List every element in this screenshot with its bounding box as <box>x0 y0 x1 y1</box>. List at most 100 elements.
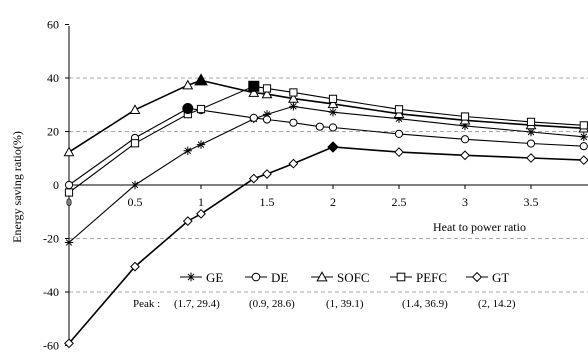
peak-diamond-marker <box>327 141 339 153</box>
diamond-marker <box>262 169 272 179</box>
asterisk-marker <box>130 180 140 190</box>
x-tick-label: 1.5 <box>260 195 275 209</box>
legend-item-gt: GT <box>466 270 509 285</box>
asterisk-marker <box>394 114 404 123</box>
legend-item-pefc: PEFC <box>390 270 447 285</box>
x-tick-label: 1 <box>198 195 204 209</box>
x-tick-label: 2 <box>330 195 336 209</box>
circle-marker <box>64 180 74 190</box>
asterisk-marker <box>289 102 298 111</box>
circle-marker <box>579 142 588 151</box>
series-sofc <box>63 79 588 157</box>
series-gt <box>64 146 588 349</box>
square-marker <box>394 105 404 114</box>
circle-marker <box>289 118 298 127</box>
peak-label: Peak : <box>133 298 160 310</box>
peak-triangle-marker <box>194 73 208 86</box>
diamond-marker <box>130 261 140 272</box>
diamond-marker <box>471 271 483 283</box>
square-marker <box>64 188 74 197</box>
legend-label: GT <box>492 270 509 285</box>
legend-item-sofc: SOFC <box>311 270 370 285</box>
y-axis-title: Energy saving ratio(%) <box>10 131 24 243</box>
series-line <box>68 79 584 153</box>
x-tick-label: 3 <box>462 195 468 209</box>
legend-label: GE <box>206 270 223 285</box>
triangle-marker <box>261 88 273 99</box>
triangle-marker <box>129 104 141 115</box>
y-tick-label: 60 <box>47 18 59 32</box>
circle-marker <box>262 115 272 124</box>
peak-square-marker <box>248 80 260 92</box>
square-marker <box>289 88 298 97</box>
square-marker <box>262 84 272 93</box>
square-marker <box>579 121 588 130</box>
square-marker <box>328 94 338 103</box>
peak-value: (2, 14.2) <box>478 298 516 310</box>
y-tick-label: -20 <box>43 232 59 246</box>
diamond-marker <box>288 158 299 169</box>
circle-marker <box>460 135 470 144</box>
circle-marker <box>526 139 536 148</box>
square-marker <box>396 272 406 282</box>
legend-label: DE <box>271 270 288 285</box>
peak-value: (1, 39.1) <box>326 298 364 310</box>
y-tick-label: 0 <box>53 178 59 192</box>
asterisk-marker <box>196 140 206 149</box>
triangle-marker <box>316 271 328 282</box>
circle-marker <box>394 129 404 139</box>
peak-value: (1.7, 29.4) <box>174 298 220 310</box>
y-tick-label: 40 <box>47 71 59 85</box>
circle-marker <box>315 122 324 131</box>
y-tick-label: -60 <box>43 339 59 352</box>
y-tick-label: -40 <box>43 285 59 299</box>
peak-markers <box>182 73 339 153</box>
diamond-marker <box>578 155 588 166</box>
x-tick-label: 3.5 <box>524 195 539 209</box>
legend-item-de: DE <box>245 270 288 285</box>
circle-marker <box>328 123 338 132</box>
diamond-marker <box>460 150 470 161</box>
asterisk-marker <box>526 127 536 137</box>
legend: GE DE SOFC PEFC GT <box>180 270 509 285</box>
diamond-marker <box>182 216 193 227</box>
x-axis-title: Heat to power ratio <box>433 220 526 234</box>
asterisk-marker <box>328 108 338 117</box>
asterisk-marker <box>183 146 192 155</box>
series-line <box>68 146 584 344</box>
asterisk-marker <box>579 132 588 142</box>
series-de <box>64 106 588 190</box>
diamond-marker <box>394 147 404 158</box>
asterisk-marker <box>64 238 74 247</box>
asterisk-marker <box>460 121 470 131</box>
legend-label: PEFC <box>416 270 447 285</box>
series-line <box>68 85 584 193</box>
triangle-marker <box>63 146 75 157</box>
peak-annotations: Peak : (1.7, 29.4) (0.9, 28.6) (1, 39.1) (1… <box>133 298 516 310</box>
x-tick-label: 0.5 <box>128 195 143 209</box>
diamond-marker <box>526 153 536 163</box>
legend-item-ge: GE <box>180 270 223 285</box>
x-tick-label: 0 <box>66 195 72 209</box>
circle-marker <box>249 113 258 122</box>
y-tick-label: 20 <box>47 125 59 139</box>
peak-value: (1.4, 36.9) <box>402 298 448 310</box>
asterisk-marker <box>186 272 196 282</box>
peak-value: (0.9, 28.6) <box>249 298 295 310</box>
diamond-marker <box>196 208 206 219</box>
square-marker <box>130 139 140 148</box>
square-marker <box>526 117 536 126</box>
x-tick-label: 2.5 <box>392 195 407 209</box>
asterisk-marker <box>262 110 272 119</box>
triangle-marker <box>182 79 194 90</box>
diamond-marker <box>64 338 74 349</box>
diamond-marker <box>248 173 259 184</box>
triangle-marker <box>248 87 260 97</box>
triangle-marker <box>327 98 339 109</box>
square-marker <box>460 112 470 121</box>
peak-circle-marker <box>182 102 194 114</box>
series-line <box>68 105 584 243</box>
square-marker <box>196 104 206 114</box>
legend-label: SOFC <box>337 270 370 285</box>
